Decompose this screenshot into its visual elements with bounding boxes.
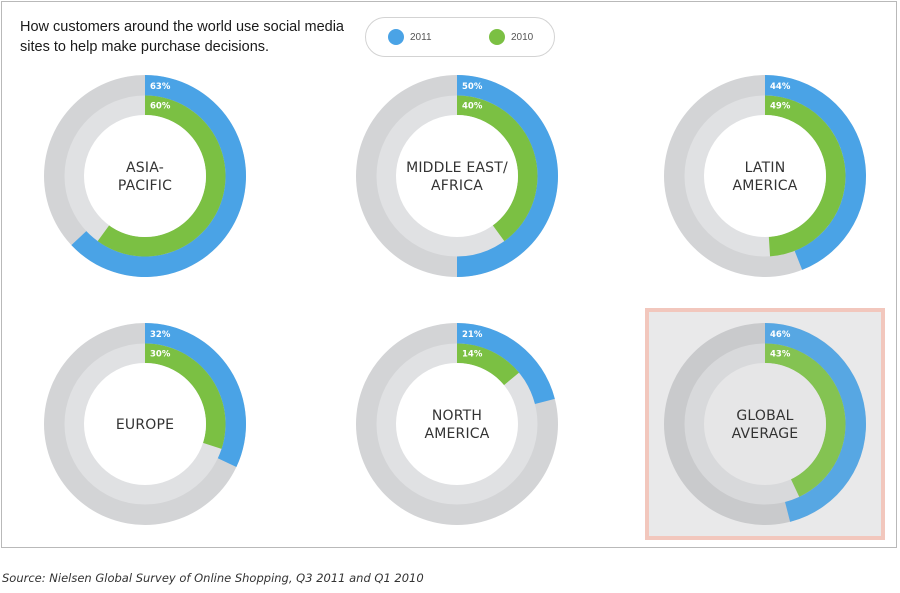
legend: 2011 2010	[365, 17, 555, 57]
source-note: Source: Nielsen Global Survey of Online …	[2, 571, 424, 585]
region-name: AMERICA	[732, 178, 797, 194]
region-name: GLOBAL	[736, 408, 793, 424]
label-2010: 43%	[770, 350, 791, 360]
region-name: ASIA-	[126, 160, 164, 176]
label-2011: 50%	[462, 82, 483, 92]
region-name: NORTH	[432, 408, 482, 424]
legend-swatch-2011	[388, 29, 404, 45]
donut-hole	[704, 115, 826, 237]
legend-item-2011: 2011	[388, 29, 432, 45]
arc-2011	[145, 323, 246, 468]
arc-2010	[765, 95, 846, 257]
donut-hole	[396, 363, 518, 485]
arc-2010	[97, 95, 226, 257]
label-2010: 30%	[150, 350, 171, 360]
arc-2011	[457, 75, 558, 277]
region-name: AMERICA	[424, 426, 489, 442]
legend-item-2010: 2010	[489, 29, 533, 45]
label-2010: 60%	[150, 102, 171, 112]
legend-label-2011: 2011	[410, 31, 432, 43]
arc-2010	[145, 343, 226, 449]
label-2011: 44%	[770, 82, 791, 92]
arc-2010	[457, 343, 520, 386]
region-name: PACIFIC	[118, 178, 172, 194]
donut-middle-east-africa: 50% 40% MIDDLE EAST/AFRICA	[356, 75, 558, 277]
donut-asia-pacific: 63% 60% ASIA- PACIFIC	[44, 75, 247, 277]
arc-2011	[765, 323, 867, 522]
donut-hole	[84, 115, 206, 237]
donut-europe: 32% 30% EUROPE	[44, 323, 246, 525]
label-2011: 63%	[150, 82, 171, 92]
legend-swatch-2010	[489, 29, 505, 45]
arc-2011	[765, 75, 867, 270]
donut-north-america: 21% 14% NORTH AMERICA	[356, 323, 558, 525]
label-2011: 21%	[462, 330, 483, 340]
donut-global-average: 46% 43% GLOBAL AVERAGE	[645, 308, 885, 540]
donut-hole	[84, 363, 206, 485]
donut-latin-america: 44% 49% LATIN AMERICA	[664, 75, 867, 277]
arc-2010	[765, 343, 846, 497]
legend-label-2010: 2010	[511, 31, 534, 43]
label-2010: 14%	[462, 350, 483, 360]
donut-hole	[396, 115, 518, 237]
donut-hole	[704, 363, 826, 485]
label-2010: 40%	[462, 102, 483, 112]
arc-2011	[457, 323, 555, 404]
region-name: EUROPE	[116, 417, 174, 433]
region-name: LATIN	[745, 160, 786, 176]
region-name: MIDDLE EAST/	[406, 160, 508, 176]
arc-2010	[457, 95, 538, 242]
region-name: AFRICA	[431, 178, 483, 194]
chart-title: How customers around the world use socia…	[20, 19, 344, 55]
arc-2011	[71, 75, 247, 277]
region-name: AVERAGE	[732, 426, 799, 442]
label-2010: 49%	[770, 102, 791, 112]
label-2011: 46%	[770, 330, 791, 340]
label-2011: 32%	[150, 330, 171, 340]
